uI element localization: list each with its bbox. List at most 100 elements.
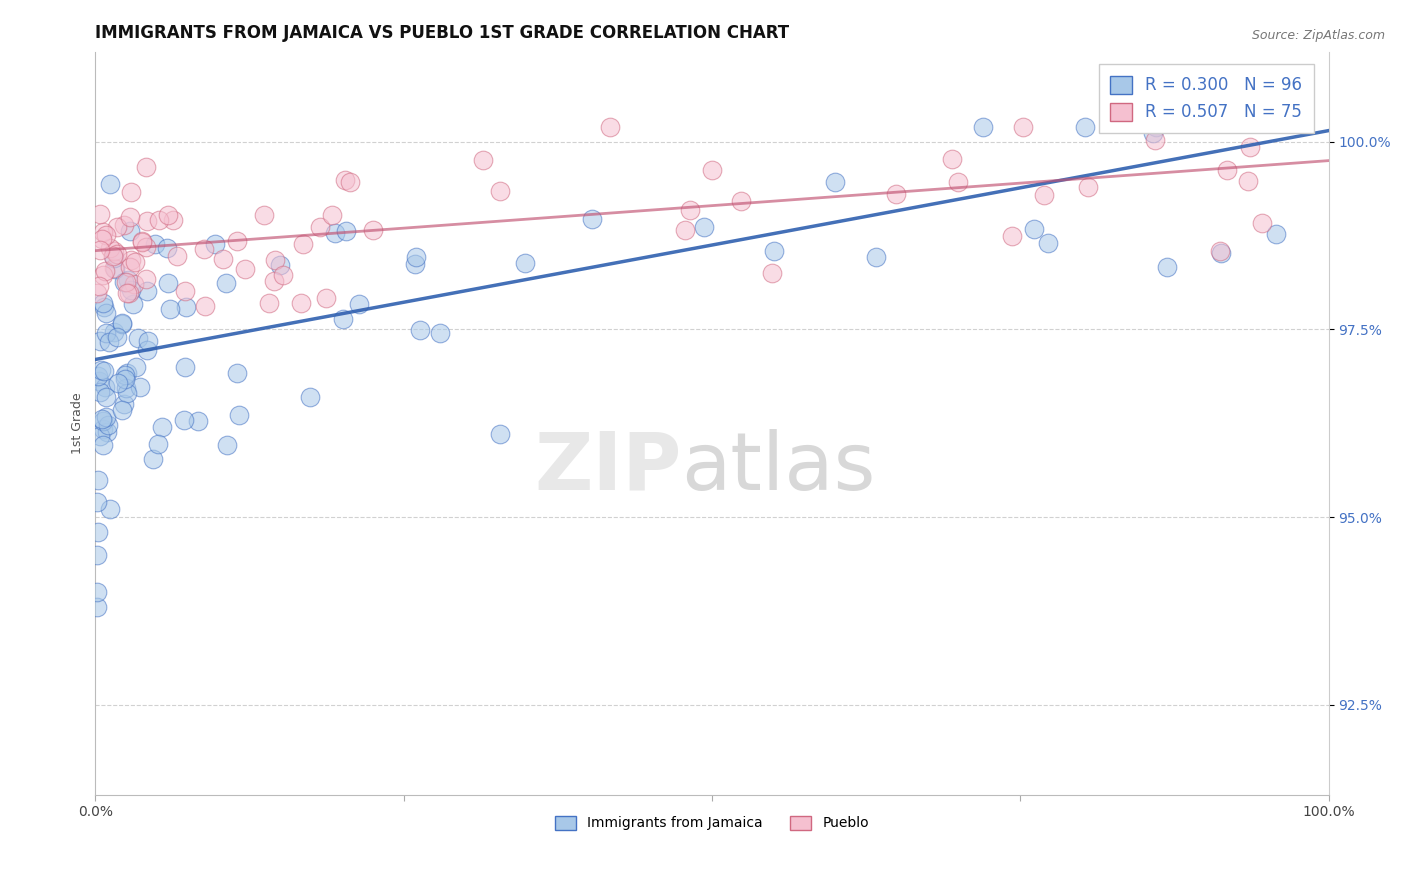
Point <box>93 363 115 377</box>
Point <box>1143 133 1166 147</box>
Point <box>127 331 149 345</box>
Point <box>135 240 157 254</box>
Point <box>472 153 495 167</box>
Point <box>91 268 114 282</box>
Point <box>335 224 357 238</box>
Point <box>131 234 153 248</box>
Point <box>1208 244 1230 258</box>
Point <box>1265 227 1288 241</box>
Point <box>103 252 125 266</box>
Point <box>194 299 217 313</box>
Text: IMMIGRANTS FROM JAMAICA VS PUEBLO 1ST GRADE CORRELATION CHART: IMMIGRANTS FROM JAMAICA VS PUEBLO 1ST GR… <box>96 24 790 42</box>
Point <box>89 243 111 257</box>
Point <box>145 237 167 252</box>
Point <box>1077 179 1099 194</box>
Point <box>86 585 108 599</box>
Point <box>114 275 136 289</box>
Point <box>269 258 291 272</box>
Point <box>122 297 145 311</box>
Point <box>325 226 347 240</box>
Point <box>762 244 785 259</box>
Point <box>321 208 343 222</box>
Point <box>1036 236 1059 251</box>
Point <box>946 175 969 189</box>
Point <box>1022 222 1045 236</box>
Point <box>166 249 188 263</box>
Point <box>156 241 179 255</box>
Point <box>1211 245 1233 260</box>
Point <box>884 187 907 202</box>
Point <box>212 252 235 267</box>
Point <box>103 261 125 276</box>
Point <box>87 368 110 383</box>
Point <box>115 285 138 300</box>
Point <box>361 223 384 237</box>
Point <box>299 390 322 404</box>
Point <box>1239 140 1261 154</box>
Point <box>124 255 146 269</box>
Point <box>150 420 173 434</box>
Point <box>136 334 159 349</box>
Point <box>1237 174 1260 188</box>
Point <box>315 292 337 306</box>
Point <box>105 329 128 343</box>
Point <box>111 317 134 331</box>
Point <box>87 524 110 539</box>
Point <box>700 163 723 178</box>
Point <box>679 202 702 217</box>
Point <box>91 231 114 245</box>
Point <box>122 277 145 291</box>
Point <box>89 429 111 443</box>
Point <box>136 284 159 298</box>
Text: atlas: atlas <box>681 429 876 507</box>
Point <box>86 548 108 562</box>
Point <box>120 253 142 268</box>
Point <box>308 220 330 235</box>
Point <box>290 296 312 310</box>
Point <box>103 244 125 259</box>
Point <box>135 160 157 174</box>
Point <box>204 236 226 251</box>
Point <box>103 325 125 339</box>
Point <box>226 234 249 248</box>
Point <box>693 219 716 234</box>
Point <box>215 438 238 452</box>
Point <box>115 367 138 381</box>
Point <box>86 600 108 615</box>
Point <box>90 363 112 377</box>
Point <box>226 367 249 381</box>
Point <box>409 323 432 337</box>
Point <box>112 275 135 289</box>
Point <box>349 297 371 311</box>
Point <box>333 173 356 187</box>
Point <box>105 219 128 234</box>
Point <box>91 414 114 428</box>
Point <box>162 212 184 227</box>
Point <box>271 268 294 282</box>
Point <box>404 258 426 272</box>
Point <box>89 278 111 293</box>
Point <box>215 276 238 290</box>
Point <box>673 223 696 237</box>
Point <box>228 409 250 423</box>
Point <box>824 175 846 189</box>
Point <box>89 384 111 399</box>
Point <box>135 343 157 357</box>
Point <box>174 284 197 298</box>
Point <box>94 410 117 425</box>
Point <box>135 271 157 285</box>
Point <box>865 250 887 264</box>
Point <box>96 390 118 404</box>
Point <box>1033 188 1056 202</box>
Point <box>142 452 165 467</box>
Point <box>173 359 195 374</box>
Y-axis label: 1st Grade: 1st Grade <box>72 392 84 454</box>
Point <box>1001 229 1024 244</box>
Point <box>91 296 114 310</box>
Point <box>136 214 159 228</box>
Text: Source: ZipAtlas.com: Source: ZipAtlas.com <box>1251 29 1385 42</box>
Point <box>120 185 142 199</box>
Point <box>148 212 170 227</box>
Point <box>339 176 361 190</box>
Point <box>94 264 117 278</box>
